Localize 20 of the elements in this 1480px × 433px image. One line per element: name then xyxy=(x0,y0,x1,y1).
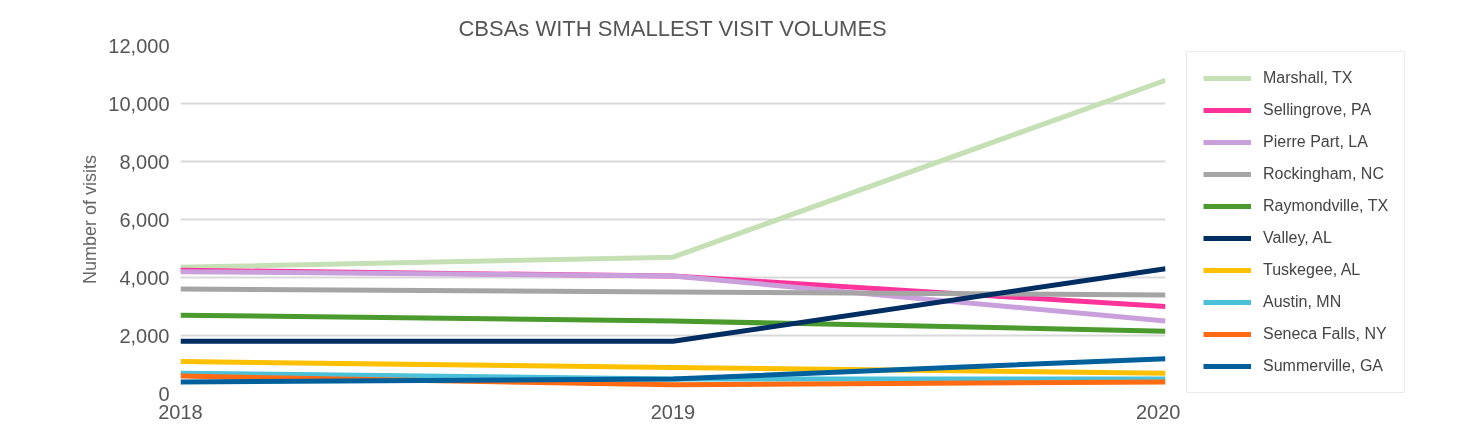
chart-title: CBSAs WITH SMALLEST VISIT VOLUMES xyxy=(458,15,887,41)
y-tick-label: 2,000 xyxy=(119,324,170,347)
y-axis-title: Number of visits xyxy=(80,154,101,285)
legend-label: Seneca Falls, NY xyxy=(1263,325,1387,343)
y-tick-label: 8,000 xyxy=(119,150,170,173)
legend-label: Marshall, TX xyxy=(1263,69,1353,87)
y-tick-label: 4,000 xyxy=(119,266,170,289)
y-tick-label: 6,000 xyxy=(119,208,170,231)
legend-label: Pierre Part, LA xyxy=(1263,133,1368,151)
legend-label: Austin, MN xyxy=(1263,293,1342,311)
legend-label: Summerville, GA xyxy=(1263,357,1384,375)
x-tick-label: 2019 xyxy=(650,400,696,423)
legend-label: Tuskegee, AL xyxy=(1263,261,1361,279)
legend-label: Rockingham, NC xyxy=(1263,165,1384,183)
y-tick-label: 12,000 xyxy=(108,34,170,57)
legend-label: Sellingrove, PA xyxy=(1263,101,1372,119)
y-tick-label: 10,000 xyxy=(108,92,170,115)
x-tick-label: 2020 xyxy=(1136,400,1181,423)
legend-label: Raymondville, TX xyxy=(1263,197,1389,215)
legend-label: Valley, AL xyxy=(1263,229,1332,247)
